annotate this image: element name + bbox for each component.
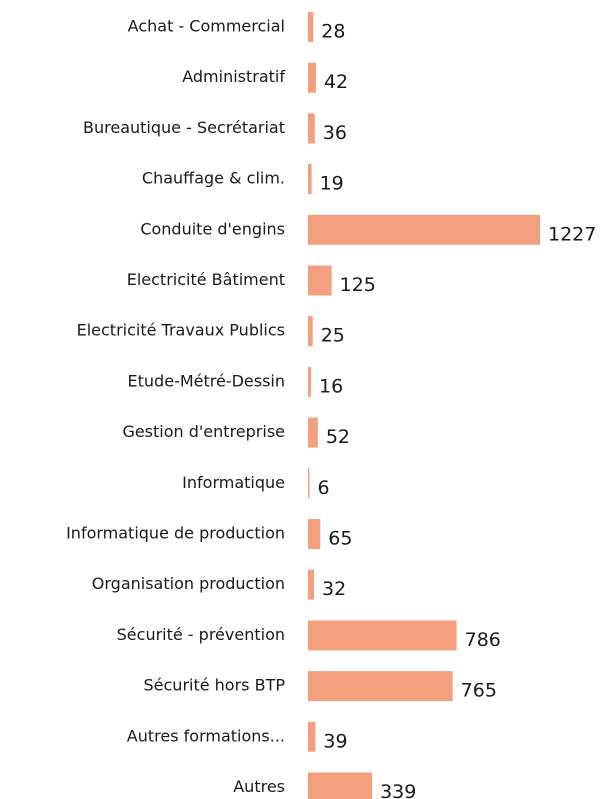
value-label: 25 xyxy=(321,325,345,347)
bar xyxy=(308,772,373,799)
value-label: 19 xyxy=(320,173,344,195)
value-label: 52 xyxy=(326,426,350,448)
bar xyxy=(308,417,318,448)
category-label: Gestion d'entreprise xyxy=(122,422,285,441)
category-label: Autres xyxy=(233,777,285,796)
value-label: 36 xyxy=(323,122,347,144)
category-label: Informatique de production xyxy=(66,524,285,543)
bar xyxy=(308,62,316,93)
bar xyxy=(308,366,312,397)
bar xyxy=(308,721,316,752)
bar xyxy=(308,214,540,245)
bar xyxy=(308,468,310,499)
category-label: Bureautique - Secrétariat xyxy=(83,118,285,137)
category-label: Electricité Travaux Publics xyxy=(77,321,285,340)
category-label: Electricité Bâtiment xyxy=(127,270,285,289)
category-label: Chauffage & clim. xyxy=(142,169,285,188)
bar xyxy=(308,12,314,42)
value-label: 65 xyxy=(328,528,352,550)
value-label: 42 xyxy=(324,71,348,93)
category-label: Conduite d'engins xyxy=(140,219,285,238)
value-label: 786 xyxy=(465,629,501,651)
category-label: Administratif xyxy=(182,67,285,86)
bar xyxy=(308,316,313,347)
category-label: Sécurité hors BTP xyxy=(144,676,286,695)
bar xyxy=(308,671,453,702)
category-label: Etude-Métré-Dessin xyxy=(128,371,285,390)
bar xyxy=(308,113,315,144)
bar xyxy=(308,265,332,296)
value-label: 765 xyxy=(461,680,497,702)
category-label: Achat - Commercial xyxy=(128,17,285,36)
bar xyxy=(308,164,312,195)
category-label: Sécurité - prévention xyxy=(117,625,285,644)
category-label: Informatique xyxy=(182,473,285,492)
value-label: 1227 xyxy=(548,223,596,245)
value-label: 39 xyxy=(323,730,347,752)
value-label: 6 xyxy=(318,477,330,499)
bar xyxy=(308,569,315,600)
category-label: Autres formations... xyxy=(127,726,285,745)
bar xyxy=(308,519,321,549)
bar xyxy=(308,620,457,651)
value-label: 339 xyxy=(380,781,416,799)
value-label: 16 xyxy=(319,375,343,397)
category-label: Organisation production xyxy=(92,574,285,593)
value-label: 28 xyxy=(321,21,345,43)
value-label: 125 xyxy=(340,274,376,296)
value-label: 32 xyxy=(322,578,346,600)
